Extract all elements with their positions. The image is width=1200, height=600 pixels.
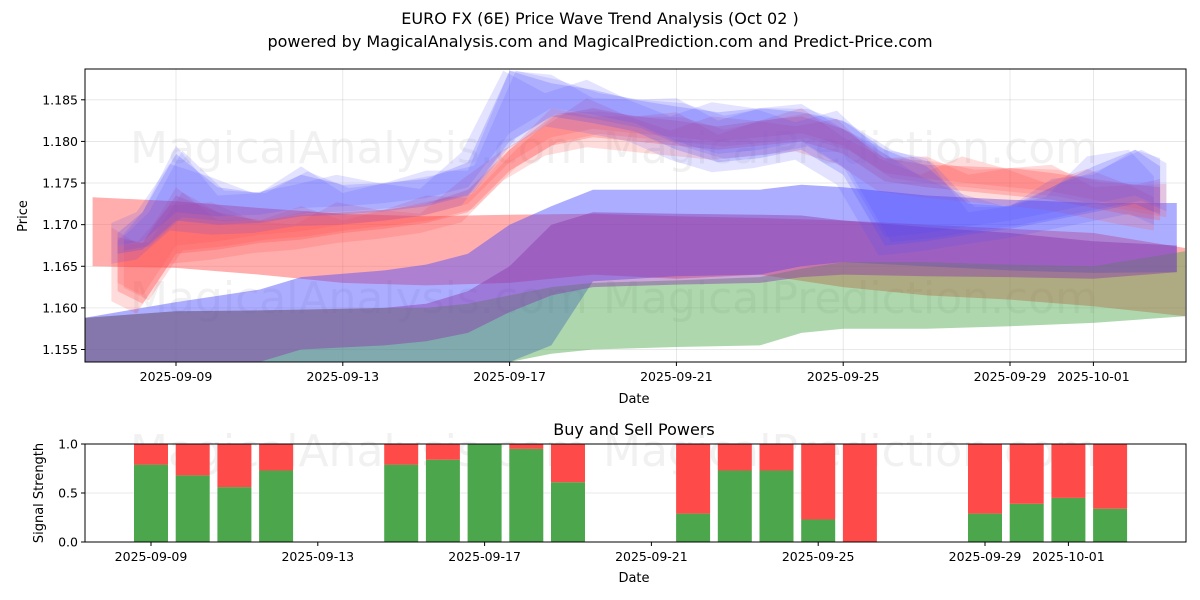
x-tick-label: 2025-09-21 [615,549,688,564]
x-tick-label: 2025-09-29 [974,369,1047,384]
y-tick-label: 1.185 [42,92,78,107]
buy-bar [467,444,502,542]
buy-bar [968,513,1002,542]
buy-bar [1093,508,1128,542]
buy-bar [551,482,585,542]
y-tick-label: 1.175 [42,176,78,191]
signal-y-axis-label: Signal Strength [32,443,47,543]
y-tick-label: 1.170 [42,217,78,232]
signal-x-ticks: 2025-09-09 2025-09-13 2025-09-17 2025-09-21… [115,542,1105,564]
signal-x-axis-label: Date [618,571,649,586]
watermark: MagicalPrediction.com [603,123,1098,174]
sell-bar [1009,444,1044,504]
x-tick-label: 2025-09-25 [807,369,880,384]
sell-bar [551,444,585,483]
watermark: MagicalAnalysis.com [130,273,588,324]
chart-subtitle: powered by MagicalAnalysis.com and Magic… [267,32,933,51]
y-tick-label: 1.0 [58,437,78,452]
sell-bar [175,444,210,476]
sell-bar [759,444,794,471]
sell-bar [842,444,877,542]
buy-bar [175,475,210,542]
price-band-1 [85,184,1177,362]
sell-bar [801,444,836,520]
buy-bar [384,464,419,542]
sell-bar [1051,444,1086,498]
signal-y-ticks: 0.0 0.5 1.0 [58,437,85,550]
x-tick-label: 2025-09-09 [115,549,188,564]
x-tick-label: 2025-09-21 [640,369,713,384]
signal-bars [134,444,1128,542]
price-x-axis-label: Date [618,392,649,407]
x-tick-label: 2025-09-09 [140,369,213,384]
x-tick-label: 2025-10-01 [1032,549,1105,564]
y-tick-label: 1.160 [42,300,78,315]
sell-bar [134,444,168,465]
price-watermarks: MagicalAnalysis.com MagicalPrediction.co… [130,123,1098,324]
watermark: MagicalPrediction.com [603,273,1098,324]
sell-bar [676,444,711,514]
x-tick-label: 2025-10-01 [1057,369,1130,384]
x-tick-label: 2025-09-17 [448,549,521,564]
signal-chart-title: Buy and Sell Powers [553,420,715,439]
chart-title: EURO FX (6E) Price Wave Trend Analysis (… [401,9,799,28]
price-x-ticks: 2025-09-09 2025-09-13 2025-09-17 2025-09-21… [140,362,1130,384]
x-tick-label: 2025-09-25 [782,549,855,564]
buy-bar [759,470,794,542]
buy-bar [134,464,168,542]
price-wave-5-0 [111,70,1154,264]
x-tick-label: 2025-09-13 [281,549,354,564]
sell-bar [717,444,752,471]
x-tick-label: 2025-09-17 [473,369,546,384]
buy-bar [425,459,460,542]
watermark: MagicalAnalysis.com [130,123,588,174]
buy-bar [676,513,711,542]
price-plot-frame [84,68,1187,363]
buy-bar [1051,497,1086,542]
price-wave-5-1 [117,70,1161,246]
sell-bar [384,444,419,465]
price-band-3 [85,212,1177,362]
price-y-axis-label: Price [16,200,31,232]
y-tick-label: 1.180 [42,134,78,149]
sell-bar [425,444,460,460]
price-wave-5-2 [123,70,1167,251]
y-tick-label: 0.0 [58,535,78,550]
sell-bar [509,444,544,449]
price-y-ticks: 1.155 1.160 1.165 1.170 1.175 1.180 1.185 [42,92,85,357]
price-grid [85,69,1186,362]
buy-bar [217,487,252,542]
buy-bar [259,470,294,542]
x-tick-label: 2025-09-13 [306,369,379,384]
y-tick-label: 0.5 [58,486,78,501]
y-tick-label: 1.155 [42,342,78,357]
buy-bar [509,448,544,542]
sell-bar [217,444,252,488]
price-band-2 [85,251,1186,362]
sell-bar [259,444,294,471]
y-tick-label: 1.165 [42,259,78,274]
sell-bar [1093,444,1128,509]
price-wave-4-0 [111,98,1154,314]
x-tick-label: 2025-09-29 [949,549,1022,564]
price-band-0 [92,197,1186,317]
price-band-5 [117,70,1161,254]
sell-bar [968,444,1002,514]
price-bands [85,70,1186,362]
buy-bar [717,470,752,542]
buy-bar [801,519,836,542]
buy-bar [1009,503,1044,542]
